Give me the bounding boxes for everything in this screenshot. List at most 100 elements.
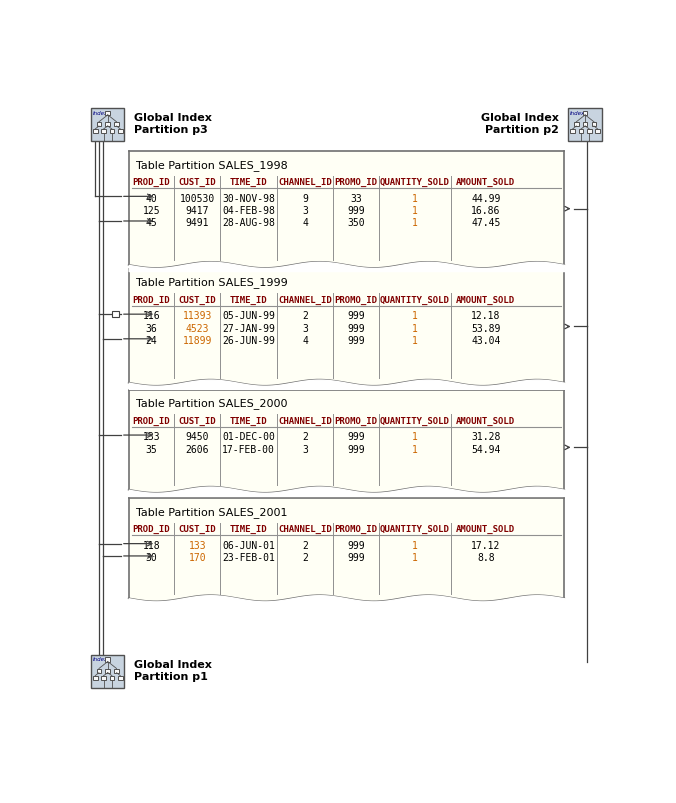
Text: PROD_ID: PROD_ID: [132, 416, 170, 426]
FancyBboxPatch shape: [112, 312, 120, 318]
Text: QUANTITY_SOLD: QUANTITY_SOLD: [380, 524, 450, 534]
Text: 4523: 4523: [185, 324, 209, 333]
Text: 118: 118: [143, 540, 160, 550]
Text: CHANNEL_ID: CHANNEL_ID: [279, 178, 332, 187]
Text: 30: 30: [145, 552, 158, 562]
Text: 36: 36: [145, 324, 158, 333]
FancyBboxPatch shape: [596, 130, 600, 134]
Text: AMOUNT_SOLD: AMOUNT_SOLD: [456, 296, 515, 304]
Text: 9491: 9491: [185, 218, 209, 228]
Text: TIME_ID: TIME_ID: [230, 416, 267, 426]
FancyBboxPatch shape: [91, 109, 124, 142]
Text: 01-DEC-00: 01-DEC-00: [222, 432, 275, 442]
Text: 24: 24: [145, 336, 158, 345]
Text: 31.28: 31.28: [471, 432, 500, 442]
Text: 9450: 9450: [185, 432, 209, 442]
Text: Table Partition SALES_1999: Table Partition SALES_1999: [137, 277, 288, 288]
Text: 16.86: 16.86: [471, 206, 500, 215]
Text: 9: 9: [302, 194, 308, 203]
Text: 2: 2: [302, 540, 308, 550]
Text: 2606: 2606: [185, 444, 209, 454]
Text: CUST_ID: CUST_ID: [178, 178, 216, 187]
Text: 2: 2: [302, 552, 308, 562]
Text: PROMO_ID: PROMO_ID: [335, 416, 378, 426]
Text: 116: 116: [143, 311, 160, 321]
Text: 35: 35: [145, 444, 158, 454]
Text: 999: 999: [347, 206, 365, 215]
Text: 44.99: 44.99: [471, 194, 500, 203]
Text: 1: 1: [412, 444, 418, 454]
Text: 1: 1: [412, 324, 418, 333]
FancyBboxPatch shape: [118, 676, 122, 680]
Text: 53.89: 53.89: [471, 324, 500, 333]
Text: 12.18: 12.18: [471, 311, 500, 321]
FancyBboxPatch shape: [114, 669, 119, 673]
FancyBboxPatch shape: [101, 676, 106, 680]
Text: QUANTITY_SOLD: QUANTITY_SOLD: [380, 416, 450, 426]
Text: TIME_ID: TIME_ID: [230, 524, 267, 534]
Text: CUST_ID: CUST_ID: [178, 416, 216, 426]
Text: 26-JUN-99: 26-JUN-99: [222, 336, 275, 345]
FancyBboxPatch shape: [118, 130, 122, 134]
Text: 05-JUN-99: 05-JUN-99: [222, 311, 275, 321]
Text: 11899: 11899: [183, 336, 212, 345]
Text: Table Partition SALES_2000: Table Partition SALES_2000: [137, 397, 288, 409]
FancyBboxPatch shape: [571, 130, 575, 134]
Text: 1: 1: [412, 552, 418, 562]
Text: 8.8: 8.8: [477, 552, 495, 562]
Text: 06-JUN-01: 06-JUN-01: [222, 540, 275, 550]
Text: 1: 1: [412, 194, 418, 203]
Text: QUANTITY_SOLD: QUANTITY_SOLD: [380, 178, 450, 187]
Text: Table Partition SALES_1998: Table Partition SALES_1998: [137, 160, 288, 170]
Text: Index: Index: [93, 111, 107, 116]
Text: 11393: 11393: [183, 311, 212, 321]
FancyBboxPatch shape: [128, 499, 564, 598]
Text: Global Index
Partition p2: Global Index Partition p2: [481, 113, 559, 135]
Text: PROD_ID: PROD_ID: [132, 296, 170, 304]
Text: PROMO_ID: PROMO_ID: [335, 296, 378, 304]
Text: 23-FEB-01: 23-FEB-01: [222, 552, 275, 562]
Text: 133: 133: [143, 432, 160, 442]
FancyBboxPatch shape: [128, 269, 564, 383]
Text: 100530: 100530: [180, 194, 215, 203]
Text: 1: 1: [412, 218, 418, 228]
Text: 3: 3: [302, 444, 308, 454]
Text: 27-JAN-99: 27-JAN-99: [222, 324, 275, 333]
Text: 999: 999: [347, 324, 365, 333]
Text: 1: 1: [412, 336, 418, 345]
Text: CUST_ID: CUST_ID: [178, 524, 216, 534]
Text: 999: 999: [347, 444, 365, 454]
Text: 17.12: 17.12: [471, 540, 500, 550]
FancyBboxPatch shape: [574, 123, 579, 127]
Text: 999: 999: [347, 311, 365, 321]
Text: 125: 125: [143, 206, 160, 215]
Text: 999: 999: [347, 336, 365, 345]
Text: 3: 3: [302, 324, 308, 333]
Text: 9417: 9417: [185, 206, 209, 215]
FancyBboxPatch shape: [128, 152, 564, 266]
Text: CHANNEL_ID: CHANNEL_ID: [279, 296, 332, 304]
FancyBboxPatch shape: [592, 123, 596, 127]
Text: PROD_ID: PROD_ID: [132, 178, 170, 187]
Text: 1: 1: [412, 206, 418, 215]
Text: Index: Index: [93, 657, 107, 662]
Text: 17-FEB-00: 17-FEB-00: [222, 444, 275, 454]
Text: 4: 4: [302, 218, 308, 228]
FancyBboxPatch shape: [105, 123, 110, 127]
Text: PROD_ID: PROD_ID: [132, 524, 170, 534]
FancyBboxPatch shape: [114, 123, 119, 127]
Text: TIME_ID: TIME_ID: [230, 296, 267, 304]
Text: PROMO_ID: PROMO_ID: [335, 524, 378, 534]
FancyBboxPatch shape: [93, 130, 97, 134]
Text: 40: 40: [145, 194, 158, 203]
Text: 28-AUG-98: 28-AUG-98: [222, 218, 275, 228]
FancyBboxPatch shape: [97, 123, 101, 127]
Text: 45: 45: [145, 218, 158, 228]
Text: 43.04: 43.04: [471, 336, 500, 345]
FancyBboxPatch shape: [587, 130, 592, 134]
Text: 30-NOV-98: 30-NOV-98: [222, 194, 275, 203]
Text: 999: 999: [347, 432, 365, 442]
FancyBboxPatch shape: [110, 130, 114, 134]
Text: 1: 1: [412, 432, 418, 442]
Text: 33: 33: [350, 194, 362, 203]
